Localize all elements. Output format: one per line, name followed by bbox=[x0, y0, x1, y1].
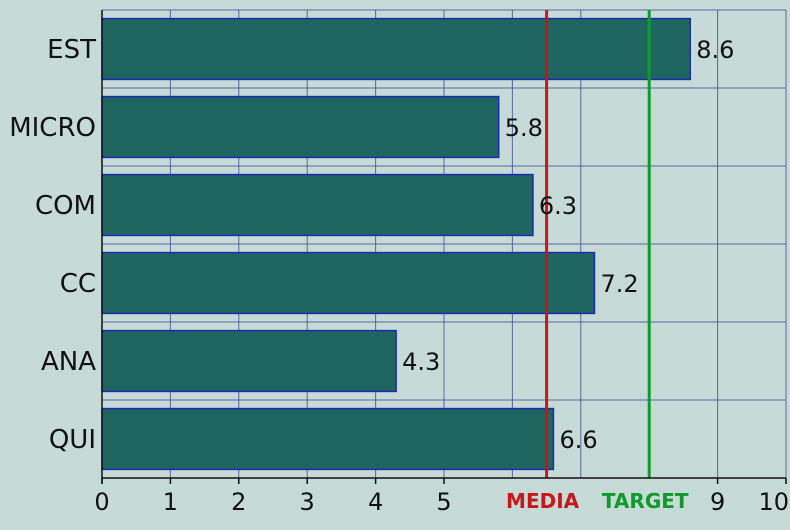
grid bbox=[102, 9, 787, 479]
category-label-com: COM bbox=[35, 191, 96, 221]
bar-qui bbox=[101, 407, 555, 471]
bar-ana bbox=[101, 329, 397, 393]
bar-cc bbox=[101, 251, 596, 315]
x-tick-label-9: 9 bbox=[710, 488, 725, 516]
x-tick-label-4: 4 bbox=[368, 488, 383, 516]
category-label-cc: CC bbox=[60, 269, 96, 299]
reference-lines: MEDIA TARGET bbox=[506, 10, 689, 513]
x-tick-label-2: 2 bbox=[231, 488, 246, 516]
category-label-qui: QUI bbox=[49, 425, 96, 455]
reference-label-target: TARGET bbox=[602, 489, 689, 513]
reference-label-media: MEDIA bbox=[506, 489, 580, 513]
value-label-est: 8.6 bbox=[696, 36, 734, 64]
value-label-ana: 4.3 bbox=[402, 348, 440, 376]
x-axis: 0 1 2 3 4 5 9 10 bbox=[94, 10, 789, 516]
x-tick-label-1: 1 bbox=[163, 488, 178, 516]
bar-est bbox=[101, 17, 691, 81]
x-tick-label-10: 10 bbox=[758, 488, 789, 516]
x-tick-label-0: 0 bbox=[94, 488, 109, 516]
category-label-ana: ANA bbox=[41, 347, 96, 377]
bars bbox=[101, 17, 691, 471]
x-tick-label-3: 3 bbox=[300, 488, 315, 516]
bar-micro bbox=[101, 95, 500, 159]
value-label-qui: 6.6 bbox=[559, 426, 597, 454]
category-label-est: EST bbox=[47, 35, 96, 65]
value-label-cc: 7.2 bbox=[600, 270, 638, 298]
x-tick-label-5: 5 bbox=[436, 488, 451, 516]
labels: EST 8.6 MICRO 5.8 COM 6.3 CC 7.2 ANA 4.3 QUI 6.6 bbox=[9, 35, 734, 455]
bar-com bbox=[101, 173, 534, 237]
category-label-micro: MICRO bbox=[9, 113, 96, 143]
value-label-com: 6.3 bbox=[539, 192, 577, 220]
value-label-micro: 5.8 bbox=[505, 114, 543, 142]
